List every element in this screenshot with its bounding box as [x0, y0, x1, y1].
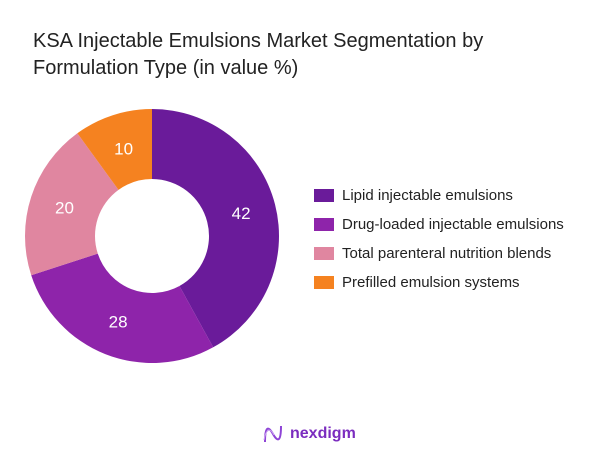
- donut-slice: [24, 133, 119, 276]
- data-label: 10: [114, 140, 133, 159]
- legend-label: Drug-loaded injectable emulsions: [342, 216, 564, 233]
- data-label: 42: [232, 204, 251, 223]
- donut-slice: [77, 109, 152, 190]
- donut-slice: [31, 253, 214, 363]
- donut-slice: [152, 109, 279, 348]
- legend-item: Lipid injectable emulsions: [314, 181, 564, 210]
- logo-text: nexdigm: [290, 425, 356, 442]
- legend-item: Drug-loaded injectable emulsions: [314, 210, 564, 239]
- legend-item: Total parenteral nutrition blends: [314, 239, 564, 268]
- legend-swatch: [314, 218, 334, 231]
- data-label: 20: [55, 199, 74, 218]
- legend-swatch: [314, 247, 334, 260]
- legend-swatch: [314, 189, 334, 202]
- chart-title: KSA Injectable Emulsions Market Segmenta…: [33, 30, 484, 79]
- legend-label: Lipid injectable emulsions: [342, 187, 513, 204]
- legend-item: Prefilled emulsion systems: [314, 268, 564, 297]
- legend-label: Total parenteral nutrition blends: [342, 245, 552, 262]
- data-label: 28: [109, 313, 128, 332]
- legend: Lipid injectable emulsions Drug-loaded in…: [314, 181, 564, 297]
- legend-swatch: [314, 276, 334, 289]
- nexdigm-logo: nexdigm: [262, 423, 356, 445]
- nexdigm-logo-icon: [263, 425, 282, 443]
- legend-label: Prefilled emulsion systems: [342, 274, 520, 291]
